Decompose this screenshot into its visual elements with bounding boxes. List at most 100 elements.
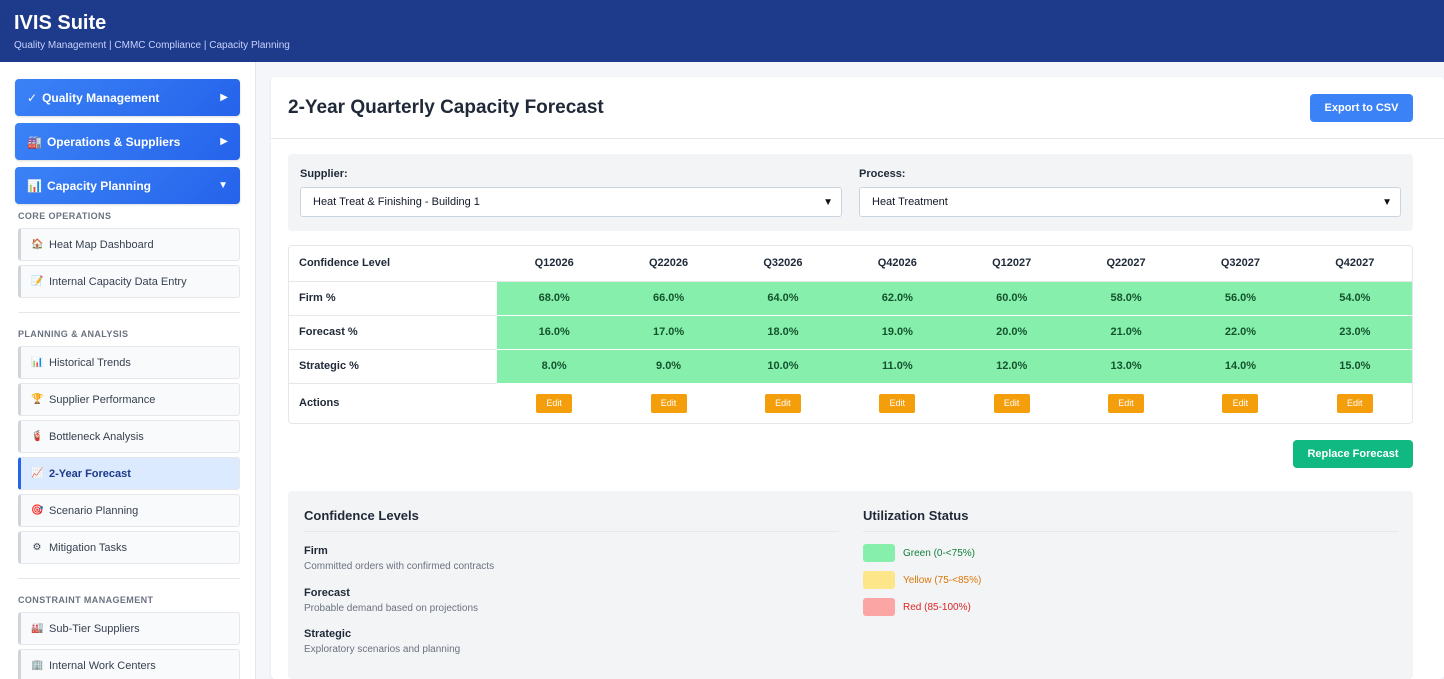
table-cell: 11.0% (840, 349, 955, 384)
nav-label: Capacity Planning (46, 178, 151, 193)
table-row: Strategic % 8.0% 9.0% 10.0% 11.0% 12.0% … (289, 349, 1412, 384)
status-label: Yellow (75-<85%) (903, 574, 982, 586)
replace-forecast-button[interactable]: Replace Forecast (1293, 440, 1413, 468)
table-cell: 22.0% (1183, 315, 1298, 350)
confidence-item-firm: Firm Committed orders with confirmed con… (304, 545, 494, 572)
panel-header: 2-Year Quarterly Capacity Forecast Expor… (271, 77, 1444, 139)
sidebar-item-mitigation-tasks[interactable]: ⚙ Mitigation Tasks (18, 531, 240, 564)
table-cell: 18.0% (725, 315, 841, 350)
section-title-planning-analysis: PLANNING & ANALYSIS (18, 329, 129, 339)
chevron-down-icon: ▼ (823, 197, 833, 208)
table-cell: 9.0% (611, 349, 726, 384)
expand-arrow-icon: ▶ (220, 92, 228, 103)
sidebar-item-label: Bottleneck Analysis (49, 430, 144, 443)
house-icon: 🏠 (31, 239, 44, 250)
sidebar-item-bottleneck-analysis[interactable]: 🧯 Bottleneck Analysis (18, 420, 240, 453)
nav-operations-suppliers[interactable]: 🏭 Operations & Suppliers ▶ (15, 123, 240, 160)
row-label: Actions (289, 383, 497, 423)
column-header: Q32026 (725, 246, 841, 282)
confidence-levels-heading: Confidence Levels (304, 508, 839, 532)
sidebar-item-sub-tier-suppliers[interactable]: 🏭 Sub-Tier Suppliers (18, 612, 240, 645)
nav-quality-management[interactable]: ✓ Quality Management ▶ (15, 79, 240, 116)
sidebar-item-label: Internal Work Centers (49, 659, 156, 672)
sidebar-item-label: Scenario Planning (49, 504, 139, 517)
table-cell: Edit (954, 383, 1069, 423)
chevron-down-icon: ▼ (1382, 197, 1392, 208)
process-label: Process: (859, 168, 906, 180)
sidebar-item-historical-trends[interactable]: 📊 Historical Trends (18, 346, 240, 379)
table-cell: 64.0% (725, 281, 841, 316)
table-cell: 13.0% (1068, 349, 1184, 384)
sidebar-item-label: Historical Trends (49, 356, 131, 369)
column-header: Q12026 (497, 246, 612, 282)
supplier-select[interactable]: Heat Treat & Finishing - Building 1 ▼ (300, 187, 842, 217)
confidence-name: Firm (304, 545, 328, 557)
app-header: IVIS Suite Quality Management | CMMC Com… (0, 0, 1444, 62)
nav-label: Operations & Suppliers (46, 134, 181, 149)
app-title: IVIS Suite (14, 12, 107, 34)
table-cell: Edit (725, 383, 841, 423)
edit-button[interactable]: Edit (1336, 393, 1373, 413)
sidebar-item-internal-work-centers[interactable]: 🏢 Internal Work Centers (18, 649, 240, 679)
nav-capacity-planning[interactable]: 📊 Capacity Planning ▼ (15, 167, 240, 204)
sidebar-item-heat-map-dashboard[interactable]: 🏠 Heat Map Dashboard (18, 228, 240, 261)
sidebar: ✓ Quality Management ▶ 🏭 Operations & Supp… (0, 62, 256, 679)
sidebar-item-supplier-performance[interactable]: 🏆 Supplier Performance (18, 383, 240, 416)
supplier-select-value: Heat Treat & Finishing - Building 1 (313, 196, 480, 208)
sidebar-item-scenario-planning[interactable]: 🎯 Scenario Planning (18, 494, 240, 527)
trophy-icon: 🏆 (31, 394, 44, 405)
table-cell: 10.0% (725, 349, 841, 384)
main-panel: 2-Year Quarterly Capacity Forecast Expor… (271, 77, 1444, 679)
table-cell: 19.0% (840, 315, 955, 350)
sidebar-item-2-year-forecast[interactable]: 📈 2-Year Forecast (18, 457, 240, 490)
sidebar-item-internal-capacity-data-entry[interactable]: 📝 Internal Capacity Data Entry (18, 265, 240, 298)
edit-button[interactable]: Edit (1222, 393, 1259, 413)
table-cell: 8.0% (497, 349, 612, 384)
divider (18, 578, 240, 579)
process-select[interactable]: Heat Treatment ▼ (859, 187, 1401, 217)
table-cell: 66.0% (611, 281, 726, 316)
edit-button[interactable]: Edit (764, 393, 801, 413)
column-header: Q12027 (954, 246, 1069, 282)
sidebar-item-label: 2-Year Forecast (49, 467, 131, 480)
edit-button[interactable]: Edit (1108, 393, 1145, 413)
factory-icon: 🏭 (31, 623, 44, 634)
table-cell: 62.0% (840, 281, 955, 316)
edit-button[interactable]: Edit (650, 393, 687, 413)
app-subtitle: Quality Management | CMMC Compliance | C… (14, 40, 290, 51)
table-row: Firm % 68.0% 66.0% 64.0% 62.0% 60.0% 58.… (289, 281, 1412, 316)
table-cell: 17.0% (611, 315, 726, 350)
sidebar-item-label: Supplier Performance (49, 393, 156, 406)
collapse-arrow-icon: ▼ (218, 180, 228, 191)
table-header-row: Confidence Level Q12026 Q22026 Q32026 Q4… (289, 246, 1412, 282)
status-label: Red (85-100%) (903, 601, 971, 613)
confidence-desc: Exploratory scenarios and planning (304, 644, 461, 655)
table-cell: 68.0% (497, 281, 612, 316)
check-icon: ✓ (27, 90, 38, 105)
confidence-name: Forecast (304, 587, 350, 599)
table-cell: 60.0% (954, 281, 1069, 316)
yellow-swatch (863, 571, 895, 589)
trend-up-icon: 📈 (31, 468, 44, 479)
table-cell: 20.0% (954, 315, 1069, 350)
table-cell: 21.0% (1068, 315, 1184, 350)
table-cell: 56.0% (1183, 281, 1298, 316)
red-swatch (863, 598, 895, 616)
status-label: Green (0-<75%) (903, 547, 975, 559)
sidebar-item-label: Heat Map Dashboard (49, 238, 154, 251)
table-cell: Edit (1297, 383, 1412, 423)
table-cell: 15.0% (1297, 349, 1412, 384)
section-title-core-operations: CORE OPERATIONS (18, 211, 112, 221)
supplier-label: Supplier: (300, 168, 348, 180)
process-select-value: Heat Treatment (872, 196, 948, 208)
table-cell: Edit (611, 383, 726, 423)
edit-button[interactable]: Edit (536, 393, 573, 413)
edit-button[interactable]: Edit (879, 393, 916, 413)
table-cell: 54.0% (1297, 281, 1412, 316)
sidebar-item-label: Sub-Tier Suppliers (49, 622, 140, 635)
memo-icon: 📝 (31, 276, 44, 287)
confidence-desc: Committed orders with confirmed contract… (304, 561, 495, 572)
bar-chart-icon: 📊 (27, 178, 42, 193)
edit-button[interactable]: Edit (993, 393, 1030, 413)
export-csv-button[interactable]: Export to CSV (1310, 94, 1413, 122)
